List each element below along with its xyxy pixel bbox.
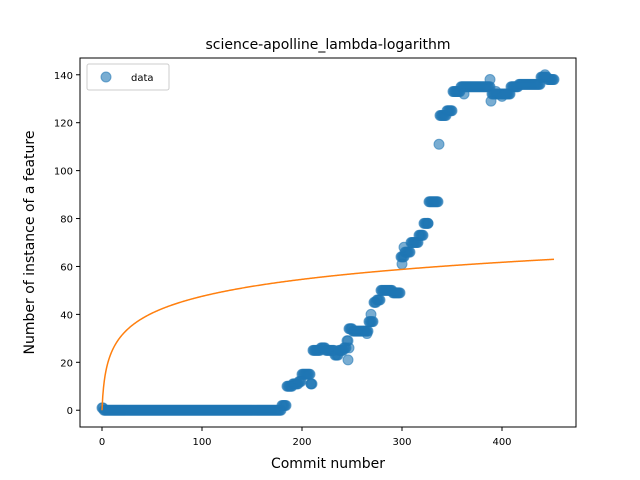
data-point: [396, 258, 408, 270]
data-point: [398, 241, 410, 253]
chart-title: science-apolline_lambda-logarithm: [206, 37, 451, 53]
data-point: [484, 74, 496, 86]
data-point: [432, 196, 444, 208]
y-tick-label: 0: [67, 406, 73, 417]
data-point: [446, 105, 458, 117]
x-tick-label: 300: [392, 437, 411, 448]
x-axis-label: Commit number: [271, 456, 385, 472]
data-point: [417, 229, 429, 241]
data-point: [343, 342, 355, 354]
legend-marker: [100, 71, 112, 83]
axes-frame: [79, 57, 577, 428]
fit-line: [101, 258, 555, 411]
x-tick-label: 400: [492, 437, 511, 448]
x-tick-label: 0: [99, 437, 105, 448]
x-tick-label: 100: [192, 437, 211, 448]
data-point: [433, 138, 445, 150]
y-tick-label: 40: [60, 310, 73, 321]
data-point: [361, 328, 373, 340]
data-point: [304, 368, 316, 380]
data-point: [280, 399, 292, 411]
y-axis-label: Number of instance of a feature: [22, 131, 38, 355]
x-tick-label: 200: [292, 437, 311, 448]
y-tick-label: 60: [60, 262, 73, 273]
legend-box: [86, 63, 170, 91]
y-tick-label: 140: [54, 71, 73, 82]
data-point: [394, 287, 406, 299]
data-point: [374, 294, 386, 306]
y-tick-label: 80: [60, 215, 73, 226]
data-point: [305, 378, 317, 390]
data-point: [500, 88, 512, 100]
legend: data: [86, 63, 170, 91]
y-tick-label: 120: [54, 119, 73, 130]
data-point: [458, 88, 470, 100]
data-point: [539, 69, 551, 81]
data-point: [422, 217, 434, 229]
data-point: [342, 354, 354, 366]
legend-label: data: [131, 73, 154, 84]
data-point: [485, 95, 497, 107]
data-point: [548, 74, 560, 86]
y-tick-label: 100: [54, 167, 73, 178]
data-point: [365, 308, 377, 320]
y-tick-label: 20: [60, 358, 73, 369]
plot-area: [96, 69, 560, 416]
ticks: 0 100 200 300 400 0 20 40 60 80 100 120 140: [54, 71, 512, 448]
